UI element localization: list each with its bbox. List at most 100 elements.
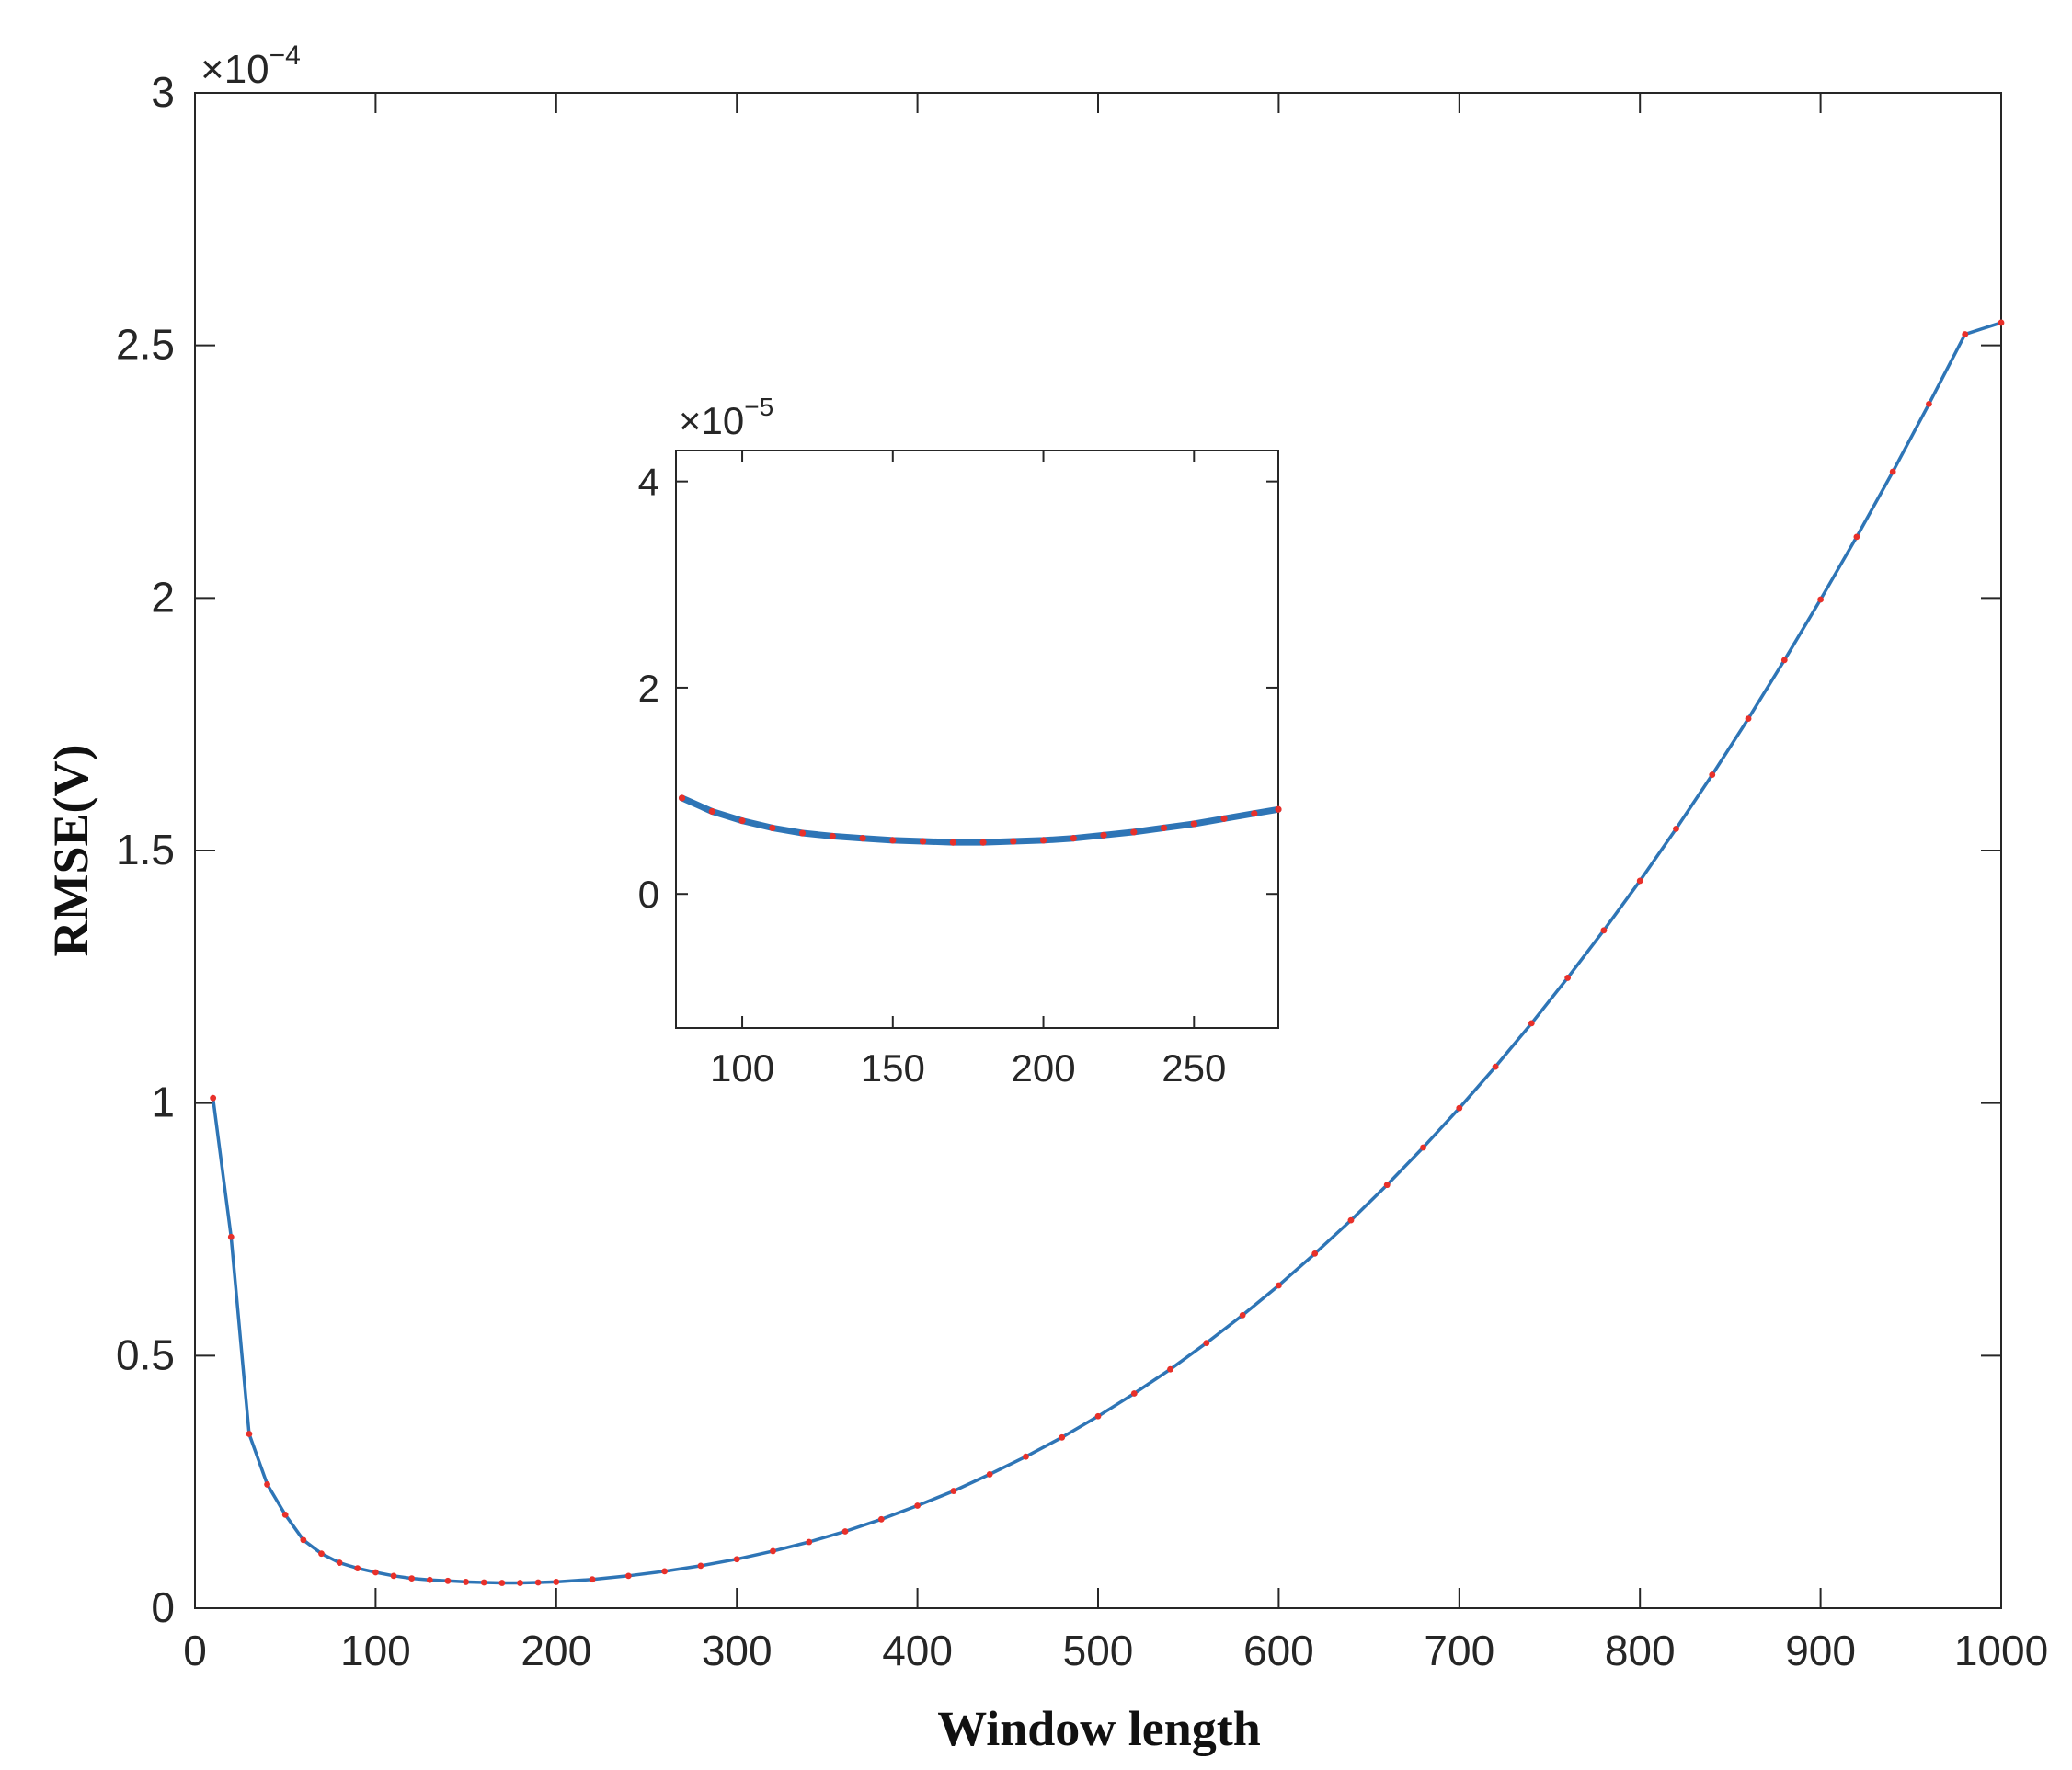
inset-data-point	[1039, 837, 1047, 844]
main-data-point	[408, 1575, 416, 1582]
main-y-tick-labels: 0 0.5 1 1.5 2 2.5 3	[116, 68, 175, 1631]
inset-data-point	[859, 835, 866, 842]
main-x-tick-labels: 0 100 200 300 400 500 600 700 800 900 1000	[183, 1627, 2048, 1674]
main-data-point	[372, 1569, 379, 1576]
inset-exponent-power: −5	[744, 393, 773, 421]
inset-data-point	[829, 832, 836, 840]
inset-data-point	[1160, 824, 1168, 832]
inset-x-tick-label: 100	[710, 1046, 774, 1090]
main-data-point	[426, 1576, 433, 1583]
main-chart: 0 100 200 300 400 500 600 700 800 900 1000 00.511.…	[43, 40, 2048, 1756]
main-data-point	[1167, 1365, 1173, 1373]
main-series-markers	[210, 319, 2005, 1586]
main-data-point	[517, 1580, 523, 1586]
main-data-point	[354, 1565, 361, 1572]
main-x-tick-label: 0	[183, 1627, 207, 1674]
main-data-point	[1528, 1020, 1535, 1027]
inset-x-tick-label: 150	[861, 1046, 925, 1090]
main-data-point	[1420, 1144, 1426, 1151]
inset-data-point	[949, 839, 956, 846]
inset-data-point	[979, 839, 987, 846]
main-data-point	[1023, 1453, 1029, 1460]
main-x-tick-label: 1000	[1954, 1627, 2048, 1674]
main-data-point	[1239, 1311, 1246, 1319]
main-data-point	[463, 1579, 469, 1585]
main-x-tick-label: 700	[1424, 1627, 1494, 1674]
main-data-point	[1059, 1433, 1066, 1441]
main-data-point	[1817, 596, 1824, 603]
main-data-point	[733, 1556, 740, 1563]
main-y-tick-label: 1	[151, 1079, 175, 1126]
inset-data-point	[1190, 820, 1197, 828]
main-data-point	[1636, 877, 1643, 885]
main-data-point	[1311, 1250, 1319, 1257]
main-data-point	[841, 1528, 849, 1535]
main-y-axis-title: RMSE(V)	[43, 745, 98, 957]
main-data-point	[661, 1568, 669, 1575]
inset-data-point	[738, 816, 746, 825]
inset-background	[676, 451, 1278, 1028]
main-data-point	[227, 1233, 235, 1240]
inset-plot-frame	[675, 450, 1279, 1029]
main-x-tick-label: 100	[340, 1627, 411, 1674]
main-data-point	[950, 1488, 957, 1494]
main-data-point	[1130, 1390, 1138, 1397]
main-data-point	[877, 1515, 885, 1523]
main-data-point	[1926, 400, 1932, 407]
main-data-point	[1492, 1063, 1499, 1070]
inset-data-point	[1010, 838, 1017, 845]
inset-data-point	[889, 837, 897, 844]
main-data-point	[480, 1579, 487, 1586]
main-data-point	[697, 1562, 704, 1570]
main-data-point	[390, 1572, 397, 1580]
main-x-tick-label: 400	[882, 1627, 953, 1674]
main-x-tick-label: 600	[1243, 1627, 1314, 1674]
main-y-tick-label: 3	[151, 68, 175, 116]
inset-data-point	[1275, 805, 1282, 813]
inset-data-point	[1070, 835, 1077, 842]
main-data-point	[1600, 927, 1608, 934]
main-data-point	[806, 1538, 813, 1546]
inset-y-tick-label: 4	[638, 461, 659, 504]
main-y-exponent-label: ×10−4	[200, 40, 301, 92]
main-data-point	[1383, 1182, 1391, 1189]
main-data-point	[1564, 975, 1572, 981]
inset-y-tick-label: 2	[638, 667, 659, 710]
main-x-axis-title: Window length	[937, 1701, 1261, 1756]
main-data-point	[624, 1572, 632, 1580]
main-data-point	[444, 1577, 452, 1584]
main-data-point	[281, 1511, 289, 1518]
inset-chart: 100 150 200 250 0 2 4 ×10−5	[638, 393, 1282, 1090]
main-x-tick-label: 200	[521, 1627, 591, 1674]
inset-data-point	[769, 824, 776, 832]
main-y-tick-label: 2.5	[116, 321, 175, 369]
main-data-point	[246, 1431, 253, 1437]
main-data-point	[1853, 533, 1860, 541]
main-data-point	[553, 1579, 560, 1585]
main-data-point	[589, 1576, 596, 1583]
main-y-tick-label: 0.5	[116, 1330, 175, 1378]
main-data-point	[1094, 1412, 1102, 1420]
inset-series-markers	[678, 794, 1282, 846]
inset-data-point	[1251, 810, 1258, 817]
main-data-point	[1962, 331, 1969, 337]
main-data-point	[1203, 1340, 1210, 1346]
inset-x-tick-labels: 100 150 200 250	[710, 1046, 1226, 1090]
main-data-point	[1780, 657, 1788, 664]
main-x-tick-label: 500	[1063, 1627, 1134, 1674]
inset-x-tick-label: 200	[1012, 1046, 1076, 1090]
main-data-point	[534, 1579, 542, 1586]
inset-data-point	[1220, 815, 1228, 822]
main-data-point	[986, 1471, 993, 1478]
main-exponent-base: ×10	[200, 47, 269, 92]
main-y-tick-label: 0	[151, 1583, 175, 1631]
main-y-tick-label: 1.5	[116, 826, 175, 874]
inset-y-exponent-label: ×10−5	[679, 393, 773, 442]
main-data-point	[770, 1547, 776, 1555]
main-data-point	[1673, 825, 1679, 832]
inset-data-point	[708, 807, 715, 816]
inset-data-point	[919, 838, 927, 845]
main-data-point	[1456, 1104, 1463, 1112]
main-data-point	[1347, 1216, 1355, 1224]
